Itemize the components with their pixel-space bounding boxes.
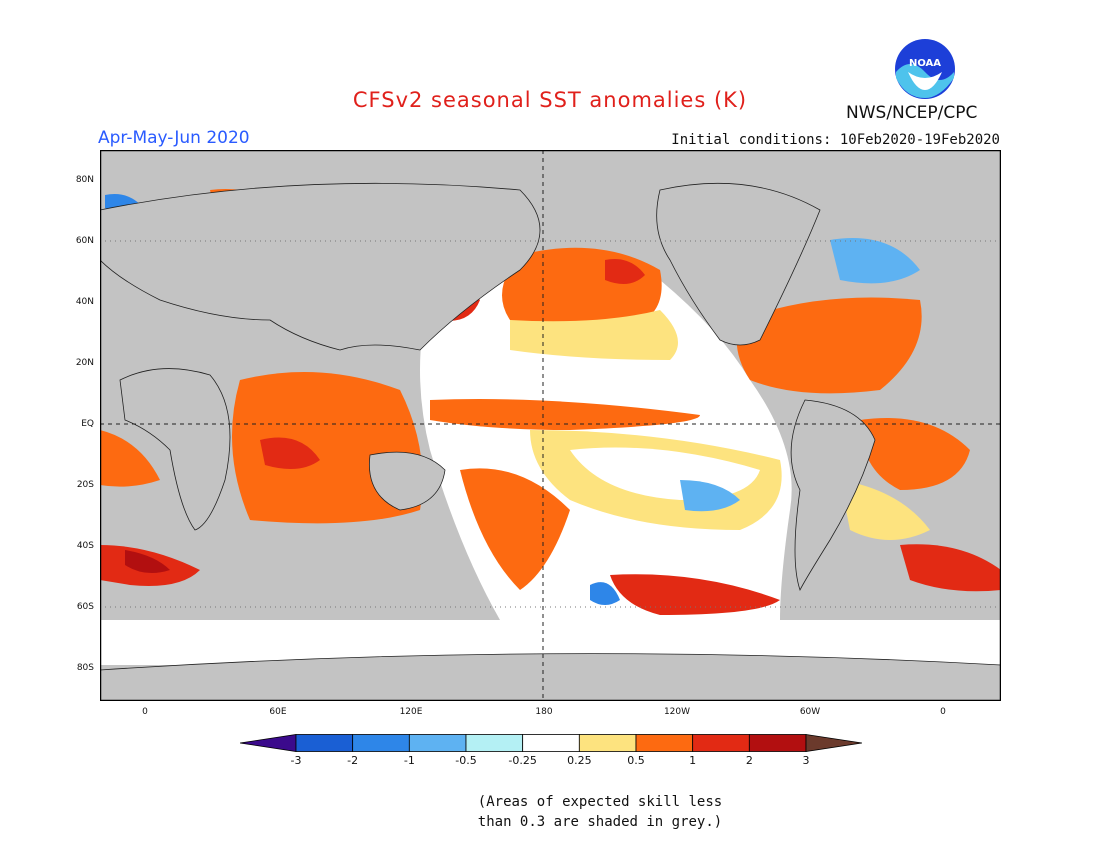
colorbar-segments <box>240 734 862 752</box>
colorbar-low-triangle <box>240 734 297 752</box>
colorbar-segment <box>578 734 637 752</box>
south-america <box>790 399 876 592</box>
colorbar-tick-label: -2 <box>347 754 359 767</box>
npac-yellow <box>510 310 678 360</box>
south-pac-red <box>610 574 780 615</box>
lat-label: EQ <box>81 419 94 429</box>
antarctica <box>100 653 1001 701</box>
lon-label: 60E <box>269 707 287 717</box>
lon-label: 120E <box>399 707 423 717</box>
colorbar-tick-label: 0.5 <box>627 754 645 767</box>
lon-label: 120W <box>663 707 691 717</box>
southeast-pac-blue <box>680 480 740 512</box>
eatl-yellow <box>840 480 930 540</box>
colorbar-tick-label: -0.25 <box>508 754 537 767</box>
lat-label: 80S <box>76 663 94 673</box>
lon-label: 180 <box>535 707 553 717</box>
season-label: Apr-May-Jun 2020 <box>98 128 250 148</box>
lon-label: 0 <box>142 707 148 717</box>
lat-label: 40S <box>76 541 94 551</box>
lat-label: 60N <box>75 236 94 246</box>
colorbar-tick-label: 3 <box>802 754 810 767</box>
map-title: CFSv2 seasonal SST anomalies (K) <box>352 88 748 112</box>
map-frame <box>100 150 1001 701</box>
colorbar-high-triangle <box>805 734 862 752</box>
w-indian-warm <box>100 430 160 487</box>
colorbar-segment <box>295 734 354 752</box>
colorbar-segment <box>465 734 524 752</box>
southern-ocean-band <box>100 620 1001 665</box>
colorbar-tick-label: -3 <box>290 754 302 767</box>
colorbar-tick-label: -1 <box>403 754 415 767</box>
colorbar-tick-label: 1 <box>689 754 697 767</box>
north-america <box>656 182 821 346</box>
lon-label: 0 <box>940 707 946 717</box>
indian-core <box>260 437 320 469</box>
s-indian-core <box>125 550 170 574</box>
lat-label: 20N <box>75 358 94 368</box>
natl-blue <box>830 238 920 284</box>
africa <box>119 368 231 531</box>
satl-red <box>900 544 1001 592</box>
lon-label: 60W <box>799 707 821 717</box>
eq-warm-band <box>430 399 700 430</box>
colorbar-segment <box>408 734 467 752</box>
satl-warm <box>860 418 970 490</box>
skill-note: (Areas of expected skill less than 0.3 a… <box>477 794 723 830</box>
colorbar <box>240 734 862 752</box>
lat-label: 80N <box>75 175 94 185</box>
npac-warm-core <box>605 259 645 284</box>
south-pac-blue <box>590 582 620 605</box>
lat-label: 60S <box>76 602 94 612</box>
colorbar-segment <box>748 734 807 752</box>
colorbar-tick-label: 0.25 <box>567 754 592 767</box>
eq-white <box>430 361 687 395</box>
initial-conditions-label: Initial conditions: 10Feb2020-19Feb2020 <box>671 132 1000 148</box>
colorbar-tick-label: -0.5 <box>455 754 477 767</box>
lat-label: 20S <box>76 480 94 490</box>
eurasia <box>100 182 541 351</box>
lat-label: 40N <box>75 297 94 307</box>
noaa-logo: NOAA <box>895 39 955 99</box>
colorbar-tick-label: 2 <box>745 754 753 767</box>
colorbar-segment <box>352 734 410 752</box>
agency-label: NWS/NCEP/CPC <box>846 103 978 123</box>
natl-warm <box>736 297 922 394</box>
colorbar-segment <box>635 734 694 752</box>
colorbar-segment <box>692 734 750 752</box>
colorbar-segment <box>522 734 580 752</box>
sst-anomaly-map <box>100 150 1001 701</box>
noaa-logo-text: NOAA <box>909 58 941 69</box>
australia <box>368 451 446 511</box>
